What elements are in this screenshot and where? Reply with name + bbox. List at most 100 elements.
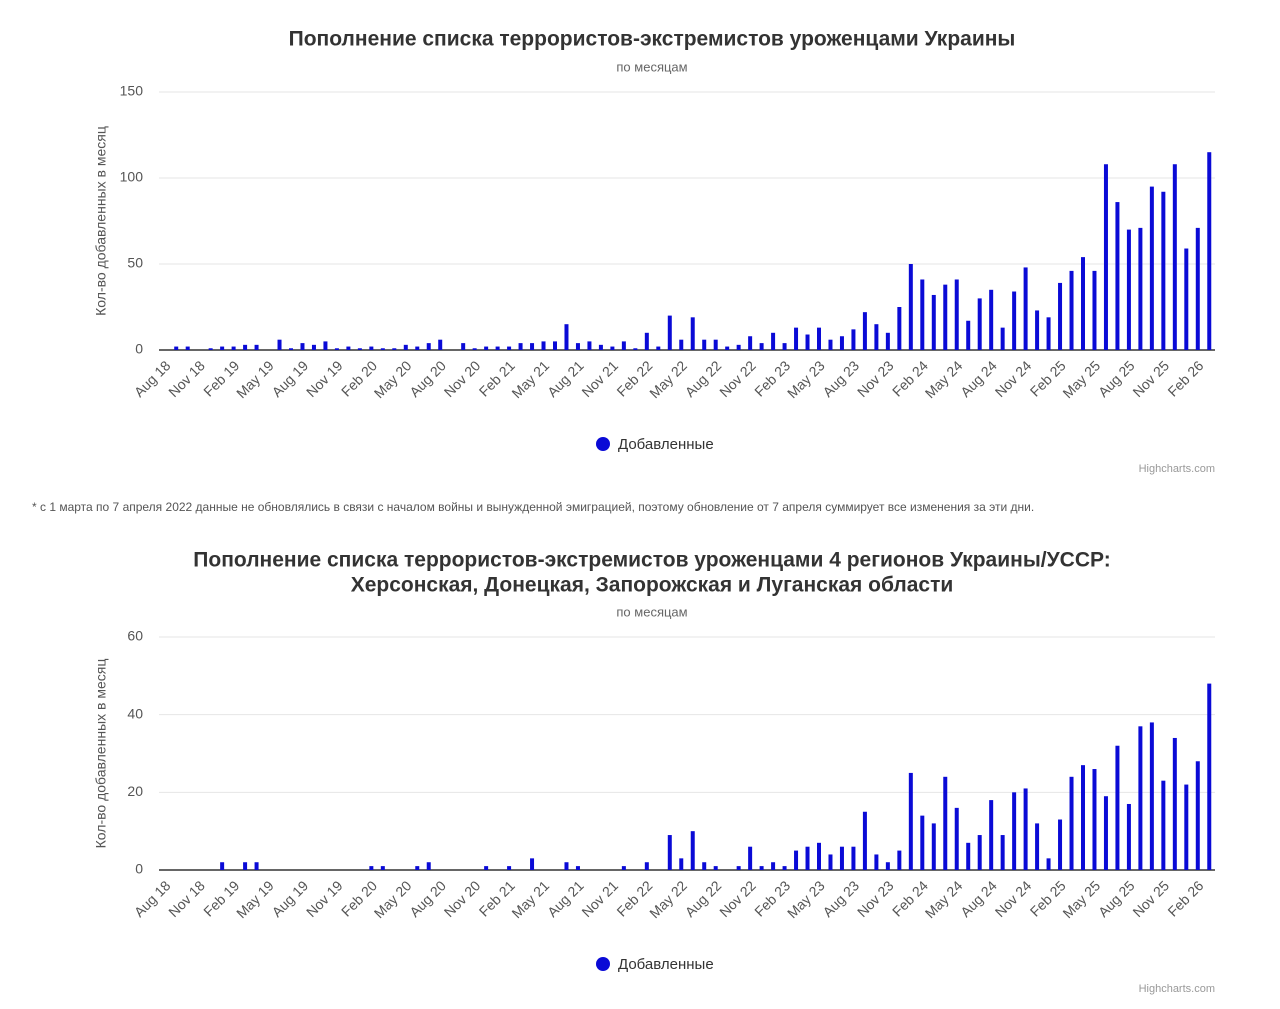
chart-subtitle: по месяцам (616, 59, 687, 74)
bar (495, 346, 500, 350)
bar (667, 835, 672, 870)
x-tick-label: Nov 23 (854, 877, 897, 920)
y-tick-label: 60 (127, 628, 143, 644)
bar (461, 343, 466, 350)
bar (943, 284, 948, 350)
bar (1172, 737, 1177, 870)
bar (1149, 722, 1154, 870)
bar (1126, 803, 1131, 870)
bar (1046, 317, 1051, 350)
bar (943, 776, 948, 870)
y-axis-title: Кол-во добавленных в месяц (93, 659, 109, 849)
x-tick-label: Nov 18 (165, 357, 208, 400)
x-tick-label: Nov 19 (303, 357, 346, 400)
bar (1081, 765, 1085, 870)
bar (702, 862, 707, 870)
x-tick-label: Nov 24 (992, 877, 1035, 920)
bar (931, 294, 936, 350)
bar (794, 850, 799, 870)
bar (977, 298, 982, 350)
bar (805, 334, 810, 350)
bar (346, 346, 351, 350)
y-tick-label: 50 (127, 255, 143, 271)
bar (817, 327, 821, 350)
bar (220, 862, 225, 870)
x-tick-label: Feb 26 (1164, 357, 1206, 399)
bar (679, 858, 684, 870)
bar (254, 862, 259, 870)
bar (1184, 248, 1189, 350)
x-tick-label: Aug 22 (682, 357, 725, 400)
bar (507, 866, 512, 870)
x-tick-label: Aug 19 (269, 357, 312, 400)
bar (908, 264, 913, 350)
x-tick-label: May 19 (233, 877, 277, 921)
bar (989, 800, 994, 870)
y-tick-label: 20 (127, 783, 143, 799)
bar (771, 862, 776, 870)
legend-marker (596, 957, 610, 971)
x-tick-label: Feb 26 (1164, 877, 1206, 919)
bar (369, 866, 374, 870)
bar (1081, 257, 1085, 350)
bar (564, 862, 569, 870)
bar (380, 348, 385, 350)
bar (357, 348, 362, 350)
bar (989, 289, 994, 350)
bar (484, 866, 489, 870)
bar (771, 332, 776, 350)
x-tick-label: Aug 25 (1095, 877, 1138, 920)
x-tick-label: Aug 18 (131, 877, 174, 920)
bar (1161, 191, 1166, 350)
bar (369, 346, 374, 350)
x-tick-label: Nov 24 (992, 357, 1035, 400)
bar (415, 346, 420, 350)
bar (839, 846, 844, 870)
legend-label: Добавленные (618, 956, 714, 973)
bar (1138, 726, 1143, 870)
bar (472, 348, 477, 350)
bar (530, 343, 535, 350)
bar (851, 846, 856, 870)
y-axis-title: Кол-во добавленных в месяц (93, 126, 109, 316)
bar (231, 346, 236, 350)
bar (644, 332, 649, 350)
bar (644, 862, 649, 870)
y-tick-label: 0 (135, 861, 143, 877)
bar (1035, 823, 1040, 870)
x-tick-label: May 25 (1059, 877, 1103, 921)
footnote: * с 1 марта по 7 апреля 2022 данные не о… (32, 500, 1034, 514)
bar (736, 344, 741, 350)
legend-marker (596, 437, 610, 451)
bar (392, 348, 397, 350)
bar (759, 343, 764, 350)
x-tick-label: Nov 23 (854, 357, 897, 400)
bar (794, 327, 799, 350)
x-tick-label: Nov 21 (578, 357, 621, 400)
bar (977, 835, 982, 870)
x-tick-label: Aug 23 (819, 357, 862, 400)
bar (1012, 792, 1017, 870)
bar (1172, 164, 1177, 350)
x-tick-label: Nov 25 (1129, 357, 1172, 400)
bar (713, 339, 718, 350)
bar (759, 866, 764, 870)
bar (736, 866, 741, 870)
bar (1103, 164, 1108, 350)
bar (484, 346, 489, 350)
bar (289, 348, 293, 350)
bar (415, 866, 420, 870)
y-tick-label: 40 (127, 705, 143, 721)
bar (1184, 784, 1189, 870)
bar (174, 346, 179, 350)
x-tick-label: Nov 22 (716, 357, 759, 400)
bar (954, 279, 959, 350)
bar (530, 858, 535, 870)
y-tick-label: 0 (135, 341, 143, 357)
bar (828, 339, 833, 350)
x-tick-label: May 23 (784, 877, 828, 921)
bar (1058, 282, 1063, 350)
bar (243, 344, 248, 350)
bar (885, 862, 890, 870)
x-tick-label: May 22 (646, 357, 690, 401)
